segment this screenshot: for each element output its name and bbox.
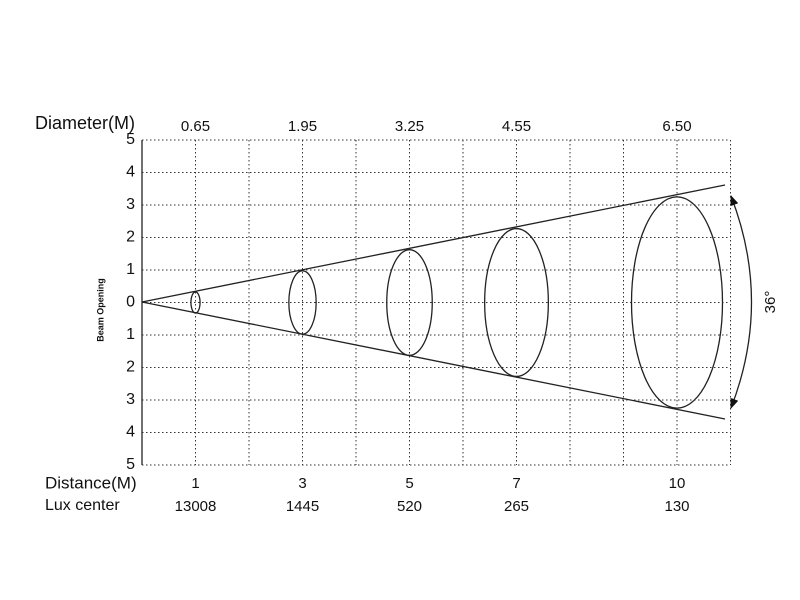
beam-edge-top bbox=[141, 184, 726, 303]
distance-label: Distance(M) bbox=[45, 473, 137, 492]
y-tick-label: 1 bbox=[126, 326, 135, 343]
lux-value: 265 bbox=[504, 498, 529, 515]
lux-value: 1445 bbox=[286, 498, 319, 515]
distance-value: 1 bbox=[191, 475, 199, 492]
diameter-value: 0.65 bbox=[181, 118, 210, 135]
distance-value: 3 bbox=[298, 475, 306, 492]
y-tick-label: 4 bbox=[126, 164, 135, 181]
lux-value: 130 bbox=[664, 498, 689, 515]
y-tick-label: 3 bbox=[126, 196, 135, 213]
y-tick-label: 3 bbox=[126, 391, 135, 408]
diameter-value: 4.55 bbox=[502, 118, 531, 135]
distance-value: 10 bbox=[669, 475, 686, 492]
y-tick-label: 4 bbox=[126, 424, 135, 441]
angle-arrow bbox=[730, 195, 753, 409]
y-tick-label: 2 bbox=[126, 359, 135, 376]
y-axis-title: Beam Opening bbox=[95, 278, 105, 342]
lux-value: 13008 bbox=[175, 498, 217, 515]
distance-value: 5 bbox=[405, 475, 413, 492]
y-tick-label: 2 bbox=[126, 229, 135, 246]
beam-ellipse bbox=[386, 249, 433, 356]
angle-label: 36° bbox=[762, 291, 779, 314]
beam-ellipse bbox=[288, 270, 317, 335]
beam-ellipse bbox=[630, 196, 724, 409]
diameter-value: 1.95 bbox=[288, 118, 317, 135]
y-tick-label: 5 bbox=[126, 131, 135, 148]
diameter-value: 3.25 bbox=[395, 118, 424, 135]
y-tick-label: 1 bbox=[126, 261, 135, 278]
diameter-label: Diameter(M) bbox=[35, 113, 135, 133]
beam-ellipse bbox=[190, 291, 201, 314]
y-tick-label: 5 bbox=[126, 456, 135, 473]
grid bbox=[142, 139, 731, 466]
lux-label: Lux center bbox=[45, 497, 120, 514]
beam-ellipse bbox=[483, 227, 549, 378]
distance-value: 7 bbox=[512, 475, 520, 492]
diameter-value: 6.50 bbox=[662, 118, 691, 135]
lux-value: 520 bbox=[397, 498, 422, 515]
y-tick-label: 0 bbox=[126, 294, 135, 311]
beam-edge-bottom bbox=[141, 301, 726, 420]
